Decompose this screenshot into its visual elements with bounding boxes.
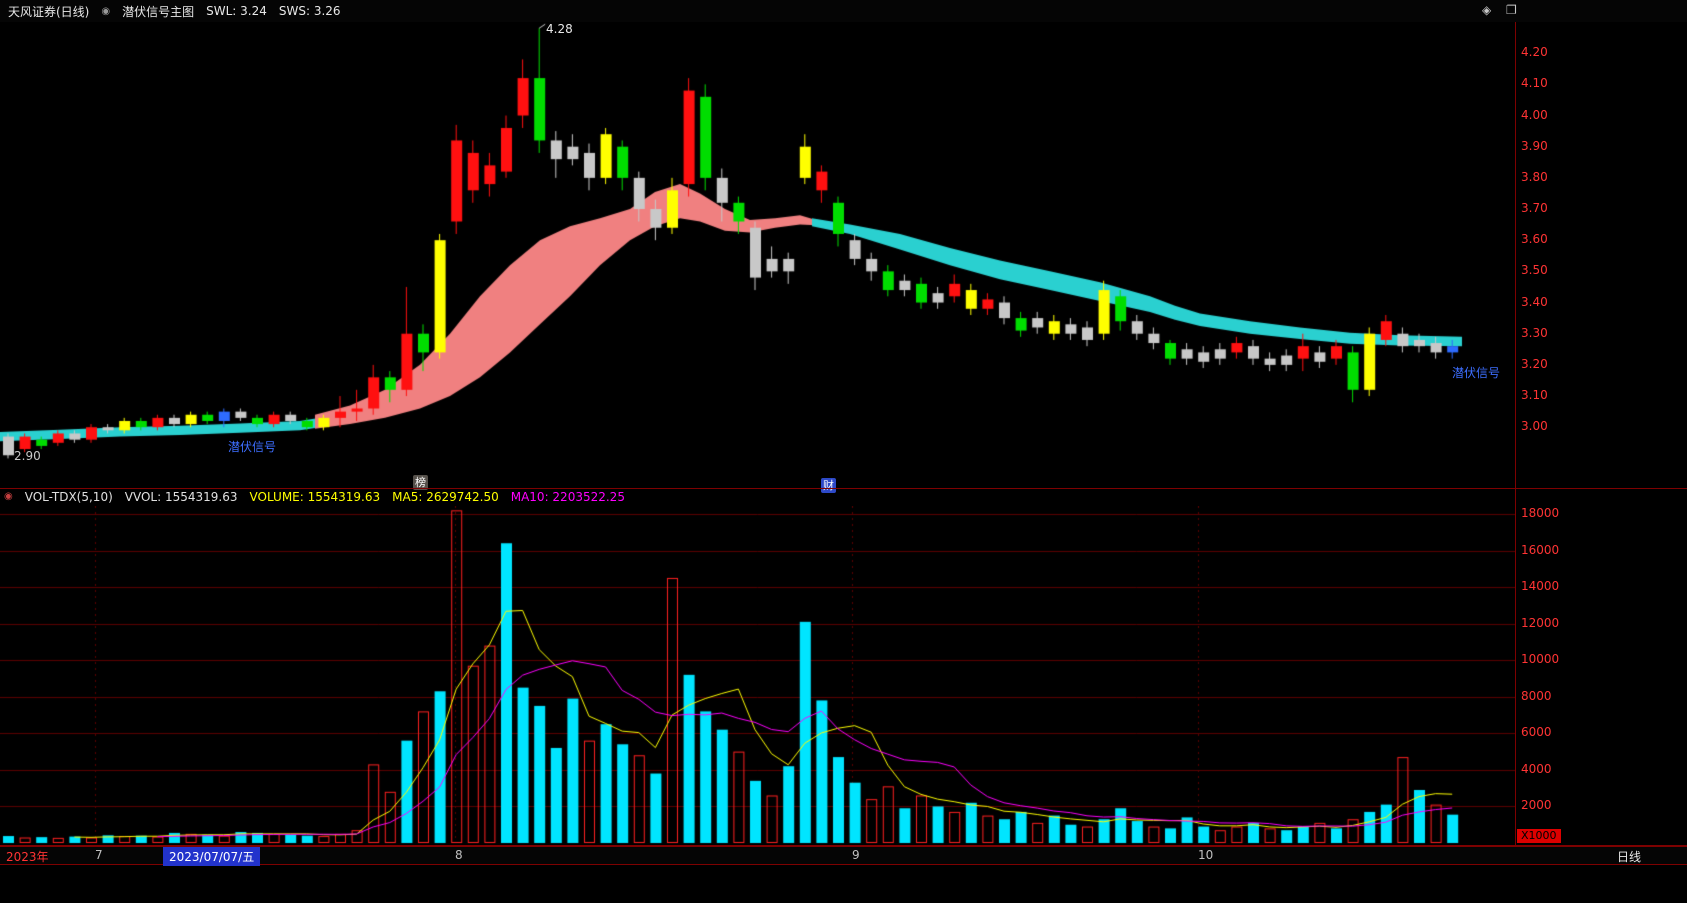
volume-value: VOLUME: 1554319.63 xyxy=(249,489,381,504)
price-axis-label: 4.10 xyxy=(1521,76,1548,91)
volume-axis-label: 4000 xyxy=(1521,761,1552,776)
first-date-box[interactable]: 2023/07/07/五 xyxy=(163,847,261,866)
volume-axis-label: 14000 xyxy=(1521,579,1560,594)
price-annotation: 4.28 xyxy=(546,22,573,36)
vvol-value: VVOL: 1554319.63 xyxy=(124,489,238,504)
latent-signal-label: 潜伏信号 xyxy=(228,440,277,454)
month-tick-label: 8 xyxy=(455,848,463,862)
event-marker-badge[interactable]: 财 xyxy=(821,478,836,493)
price-axis-label: 3.50 xyxy=(1521,263,1548,278)
volume-axis-label: 16000 xyxy=(1521,542,1560,557)
symbol-title: 天风证券(日线) xyxy=(8,4,90,19)
period-selector[interactable]: 日线 xyxy=(1617,850,1642,864)
price-axis-label: 3.90 xyxy=(1521,138,1548,153)
month-tick-label: 7 xyxy=(95,848,103,862)
volume-axis-label: 2000 xyxy=(1521,798,1552,813)
ma5-value: MA5: 2629742.50 xyxy=(392,489,499,504)
year-label: 2023年 xyxy=(6,850,49,864)
vol-dot-icon: ◉ xyxy=(4,491,13,502)
ma10-value: MA10: 2203522.25 xyxy=(510,489,625,504)
latent-signal-label: 潜伏信号 xyxy=(1452,366,1501,380)
price-axis-label: 3.60 xyxy=(1521,232,1548,247)
swl-value: SWL: 3.24 xyxy=(206,4,267,18)
volume-axis-label: 8000 xyxy=(1521,688,1552,703)
volume-chart-canvas[interactable] xyxy=(0,506,1515,851)
diamond-icon[interactable]: ◈ xyxy=(1482,3,1492,17)
volume-axis-label: 18000 xyxy=(1521,505,1560,520)
price-axis-label: 3.10 xyxy=(1521,388,1548,403)
main-chart-canvas[interactable] xyxy=(0,22,1515,488)
window-icon[interactable]: ❐ xyxy=(1506,3,1517,17)
price-axis-label: 3.70 xyxy=(1521,201,1548,216)
axis-separator-line xyxy=(1515,22,1516,863)
volume-axis-label: 6000 xyxy=(1521,725,1552,740)
price-axis-label: 3.40 xyxy=(1521,294,1548,309)
price-annotation: 2.90 xyxy=(14,449,41,463)
month-tick-label: 10 xyxy=(1198,848,1214,862)
pane-divider-line xyxy=(0,488,1687,489)
month-tick-label: 9 xyxy=(852,848,860,862)
price-axis-label: 3.20 xyxy=(1521,356,1548,371)
price-axis-label: 3.80 xyxy=(1521,169,1548,184)
timeline-bar: 2023年 2023/07/07/五 日线 7 8 9 10 xyxy=(0,846,1687,866)
title-bar: 天风证券(日线) ◉ 潜伏信号主图 SWL: 3.24 SWS: 3.26 xyxy=(0,0,1687,22)
volume-axis-label: 12000 xyxy=(1521,615,1560,630)
event-marker-badge[interactable]: 榜 xyxy=(413,475,428,490)
price-axis-label: 3.00 xyxy=(1521,419,1548,434)
indicator-name: 潜伏信号主图 xyxy=(122,4,195,19)
volume-axis-label: 10000 xyxy=(1521,652,1560,667)
price-axis-label: 4.00 xyxy=(1521,107,1548,122)
sws-value: SWS: 3.26 xyxy=(278,4,341,18)
price-axis-label: 4.20 xyxy=(1521,45,1548,60)
vol-indicator-name[interactable]: VOL-TDX(5,10) xyxy=(24,489,113,504)
volume-bottom-line xyxy=(0,845,1687,846)
volume-indicator-header: ◉ VOL-TDX(5,10) VVOL: 1554319.63 VOLUME:… xyxy=(4,489,625,504)
indicator-dot-icon: ◉ xyxy=(101,5,111,17)
volume-unit-badge: X1000 xyxy=(1517,829,1561,843)
price-axis-label: 3.30 xyxy=(1521,325,1548,340)
